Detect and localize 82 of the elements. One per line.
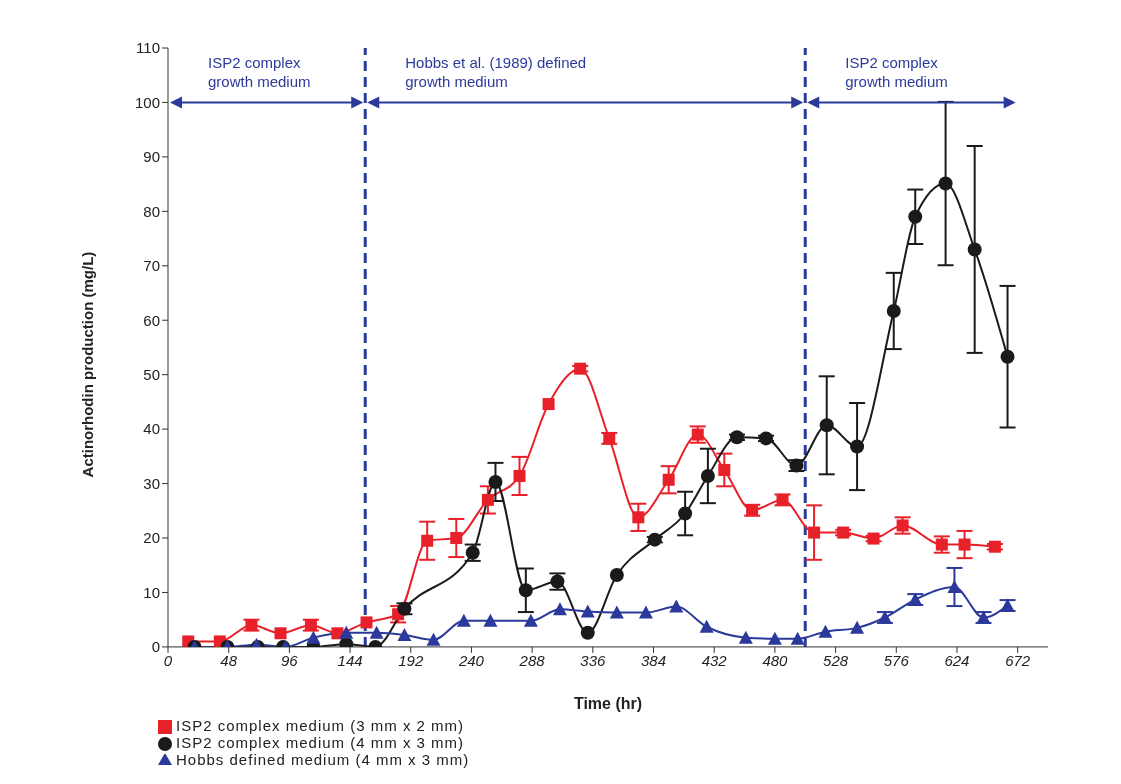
point: [306, 630, 321, 644]
point: [426, 632, 441, 646]
x-tick-label: 0: [163, 651, 173, 669]
x-tick-label: 528: [823, 651, 849, 669]
point: [331, 627, 344, 640]
point: [669, 599, 684, 613]
point: [886, 303, 901, 318]
y-tick-label: 60: [143, 311, 160, 329]
point: [638, 605, 653, 619]
y-tick-label: 40: [143, 420, 160, 438]
x-tick-label: 624: [944, 651, 970, 669]
y-tick-label: 30: [143, 474, 160, 492]
x-tick-label: 240: [457, 651, 485, 669]
x-tick-label: 336: [580, 651, 606, 669]
x-tick-label: 48: [220, 651, 238, 669]
point: [609, 605, 624, 619]
y-tick-label: 80: [143, 202, 160, 220]
x-tick-label: 432: [701, 651, 728, 669]
point: [397, 627, 412, 641]
y-axis-title: Actinorhodin production (mg/L): [79, 251, 97, 478]
point: [483, 613, 498, 627]
point: [967, 242, 982, 257]
y-tick-label: 90: [143, 148, 160, 166]
point: [718, 463, 731, 476]
point: [790, 631, 805, 645]
y-tick-label: 70: [143, 257, 160, 275]
annotation: ISP2 complex growth medium: [208, 54, 311, 91]
point: [523, 613, 538, 627]
point: [808, 526, 821, 539]
point: [481, 493, 494, 506]
point: [938, 176, 953, 191]
y-tick-label: 50: [143, 366, 160, 383]
y-tick-label: 20: [143, 529, 160, 547]
point: [339, 625, 354, 639]
point: [947, 580, 962, 594]
point: [1000, 349, 1015, 364]
annotation: ISP2 complex growth medium: [845, 54, 948, 91]
x-tick-label: 576: [883, 651, 910, 669]
x-tick-label: 96: [281, 651, 299, 669]
point: [850, 620, 865, 634]
point: [552, 602, 567, 616]
point: [818, 624, 833, 638]
point: [518, 583, 533, 598]
point: [274, 627, 287, 640]
x-axis-title: Time (hr): [573, 694, 643, 712]
point: [421, 534, 434, 547]
point: [738, 630, 753, 644]
point: [609, 568, 624, 583]
point: [767, 631, 782, 645]
point: [819, 418, 834, 433]
point: [908, 209, 923, 224]
legend-label: ISP2 complex medium (4 mm x 3 mm): [176, 733, 465, 751]
point: [513, 469, 526, 482]
x-tick-label: 384: [641, 651, 667, 669]
point: [678, 506, 693, 521]
point: [700, 468, 715, 483]
point: [837, 526, 850, 539]
x-tick-label: 480: [762, 651, 789, 669]
point: [958, 538, 971, 551]
x-tick-label: 672: [1005, 651, 1031, 669]
point: [450, 532, 463, 545]
point: [662, 473, 675, 486]
y-tick-label: 100: [134, 93, 160, 111]
annotation: Hobbs et al. (1989) defined growth medium: [405, 54, 587, 91]
point: [542, 398, 555, 411]
legend-label: Hobbs defined medium (4 mm x 3 mm): [176, 750, 470, 768]
y-tick-label: 110: [136, 39, 160, 57]
y-tick-label: 10: [143, 583, 160, 601]
point: [699, 619, 714, 633]
point: [580, 625, 595, 640]
point: [488, 474, 503, 489]
y-tick-label: 0: [151, 638, 160, 656]
x-tick-label: 192: [398, 651, 424, 669]
point: [580, 604, 595, 618]
point: [360, 616, 373, 629]
point: [632, 511, 645, 524]
x-tick-label: 288: [518, 651, 546, 669]
point: [369, 625, 384, 639]
x-tick-label: 144: [337, 651, 363, 669]
point: [456, 613, 471, 627]
legend-label: ISP2 complex medium (3 mm x 2 mm): [176, 716, 465, 734]
point: [850, 439, 865, 454]
